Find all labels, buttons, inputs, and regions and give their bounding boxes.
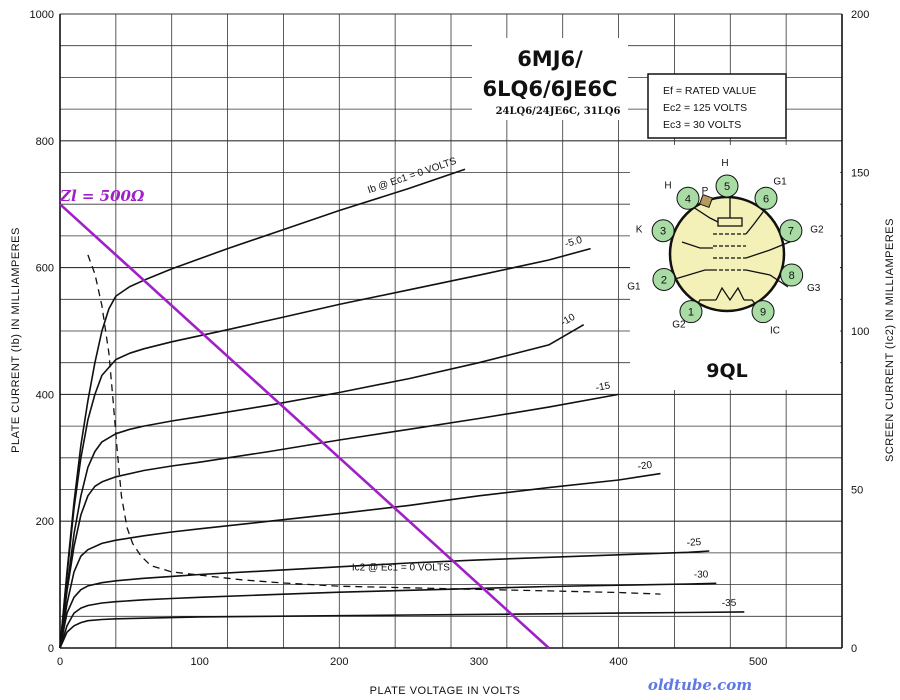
subtitle: 24LQ6/24JE6C, 31LQ6 <box>496 106 621 117</box>
curve-label: -20 <box>637 460 653 473</box>
x-tick-label: 200 <box>330 656 348 668</box>
curve <box>59 393 619 649</box>
x-axis-label: PLATE VOLTAGE IN VOLTS <box>370 685 521 697</box>
y2-tick-label: 50 <box>851 485 863 497</box>
y2-tick-label: 200 <box>851 9 869 21</box>
curve-label: -35 <box>722 598 737 609</box>
condition-ec2: Ec2 = 125 VOLTS <box>663 102 747 114</box>
y2-tick-label: 0 <box>851 643 857 655</box>
base-type: 9QL <box>706 360 747 382</box>
cap-label: P <box>702 186 709 197</box>
curve-label: -25 <box>686 537 702 549</box>
conditions-box: Ef = RATED VALUE Ec2 = 125 VOLTS Ec3 = 3… <box>647 73 787 139</box>
pin-number: 2 <box>661 274 667 286</box>
plate-cap-icon <box>698 193 714 209</box>
tick-labels: 0 100 200 300 400 500 0 200 400 600 800 1000 0 50 100 1… <box>30 9 870 668</box>
y-tick-label: 0 <box>48 643 54 655</box>
curve <box>59 168 466 649</box>
pin-8-icon <box>780 263 804 287</box>
curve-label: -5.0 <box>564 235 584 250</box>
pin-label: G1 <box>773 176 787 187</box>
pin-2-icon <box>652 267 676 291</box>
title-block: 6MJ6/ 6LQ6/6JE6C 24LQ6/24JE6C, 31LQ6 <box>472 38 628 120</box>
x-tick-label: 300 <box>470 656 488 668</box>
screen-curve-label: Ic2 @ Ec1 = 0 VOLTS <box>352 563 450 574</box>
curve <box>59 247 591 649</box>
pin-label: IC <box>770 326 780 337</box>
pin-5-icon <box>715 174 739 198</box>
pin-7-icon <box>779 219 803 243</box>
y2-tick-label: 150 <box>851 168 869 180</box>
y-tick-label: 1000 <box>30 9 54 21</box>
y-axis-label: PLATE CURRENT (Ib) IN MILLIAMPERES <box>10 227 22 453</box>
curve-label: -15 <box>595 380 612 393</box>
y-tick-label: 200 <box>36 516 54 528</box>
tube-electrodes-icon <box>664 196 793 319</box>
pin-number: 5 <box>724 181 730 193</box>
pin-number: 7 <box>788 226 794 238</box>
pin-1-icon <box>679 300 703 324</box>
pin-6-icon <box>754 186 778 210</box>
curve-label: -30 <box>694 569 709 580</box>
pin-number: 9 <box>760 307 766 319</box>
x-tick-label: 400 <box>609 656 627 668</box>
title-line-2: 6LQ6/6JE6C <box>483 77 618 101</box>
pin-number: 1 <box>688 307 694 319</box>
curve <box>59 611 745 649</box>
y-tick-label: 800 <box>36 136 54 148</box>
pin-label: G2 <box>810 225 824 236</box>
curves <box>59 168 745 649</box>
condition-ec3: Ec3 = 30 VOLTS <box>663 119 741 131</box>
pin-3-icon <box>651 219 675 243</box>
pin-label: G1 <box>627 281 641 292</box>
load-line <box>59 203 550 649</box>
pin-number: 4 <box>685 193 691 205</box>
curve-label: -10 <box>559 312 577 329</box>
pin-label: H <box>664 180 671 191</box>
x-tick-label: 0 <box>57 656 63 668</box>
pin-label: G2 <box>672 320 686 331</box>
y-tick-label: 600 <box>36 263 54 275</box>
pin-number: 6 <box>763 193 769 205</box>
y2-tick-label: 100 <box>851 326 869 338</box>
x-tick-label: 500 <box>749 656 767 668</box>
curve <box>59 582 717 649</box>
title-line-1: 6MJ6/ <box>517 47 583 71</box>
curve <box>59 324 585 649</box>
pin-label: H <box>721 158 728 169</box>
y2-axis-label: SCREEN CURRENT (Ic2) IN MILLIAMPERES <box>884 218 896 462</box>
screen-current-curve <box>87 254 661 595</box>
pin-number: 3 <box>660 226 666 238</box>
x-tick-label: 100 <box>190 656 208 668</box>
y-tick-label: 400 <box>36 389 54 401</box>
load-line-label: Zl = 500Ω <box>59 187 145 205</box>
curve <box>59 472 661 649</box>
title-background <box>472 38 628 120</box>
curve <box>59 550 710 649</box>
pin-label: G3 <box>807 283 821 294</box>
pin-9-icon <box>751 300 775 324</box>
axes <box>59 14 843 649</box>
pin-4-icon <box>676 186 700 210</box>
condition-ef: Ef = RATED VALUE <box>663 85 756 97</box>
pin-number: 8 <box>789 270 795 282</box>
pin-label: K <box>636 225 643 236</box>
watermark: oldtube.com <box>648 676 752 694</box>
socket-envelope <box>668 195 786 313</box>
